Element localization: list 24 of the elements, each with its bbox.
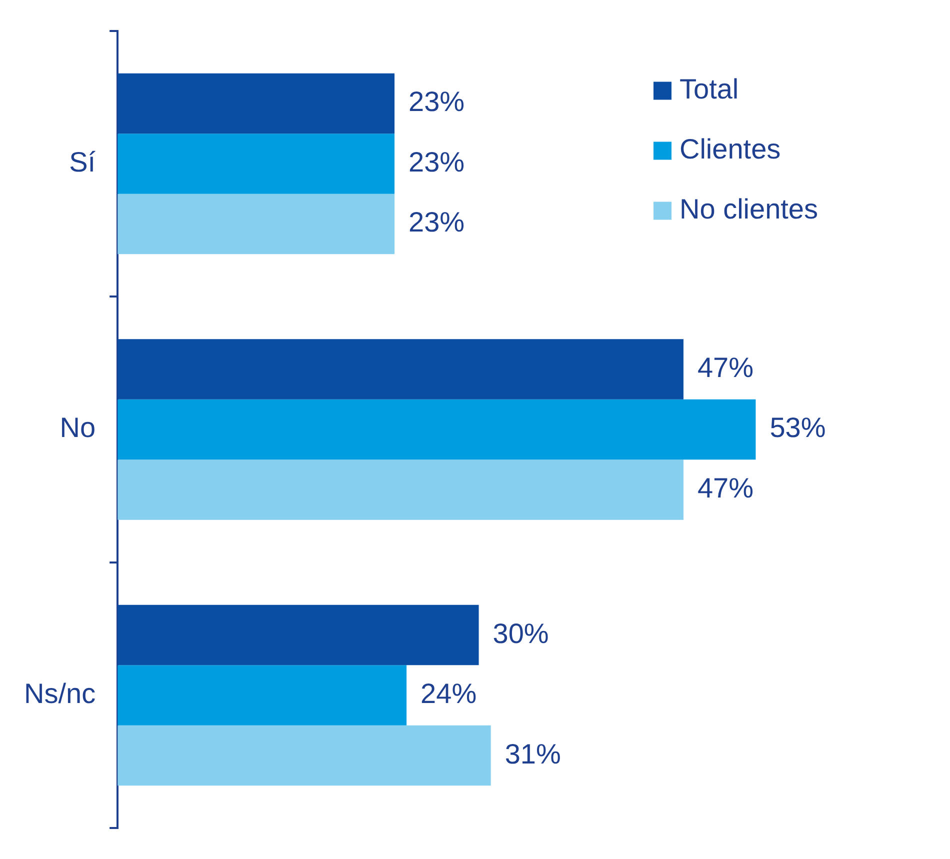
data-label: 24% <box>420 678 477 710</box>
data-label: 23% <box>408 206 465 238</box>
bar <box>118 665 407 726</box>
data-label: 23% <box>408 146 465 178</box>
bar <box>118 725 491 786</box>
data-label: 30% <box>492 618 549 649</box>
legend-label: Total <box>679 74 739 105</box>
bar <box>118 604 479 666</box>
data-label: 23% <box>408 86 465 118</box>
bar <box>118 399 756 460</box>
legend-label: Clientes <box>679 134 781 165</box>
data-label: 47% <box>697 352 754 383</box>
bar <box>118 339 684 400</box>
bar <box>118 460 684 520</box>
y-tick-label: No <box>60 412 96 444</box>
bar <box>118 194 395 254</box>
data-label: 53% <box>770 412 826 444</box>
y-tick-label: Ns/nc <box>24 678 96 710</box>
y-tick-label: Sí <box>69 146 96 178</box>
bar <box>118 73 395 134</box>
data-label: 31% <box>504 738 561 770</box>
bar <box>118 134 395 194</box>
data-label: 47% <box>697 472 754 504</box>
legend-label: No clientes <box>679 194 818 225</box>
